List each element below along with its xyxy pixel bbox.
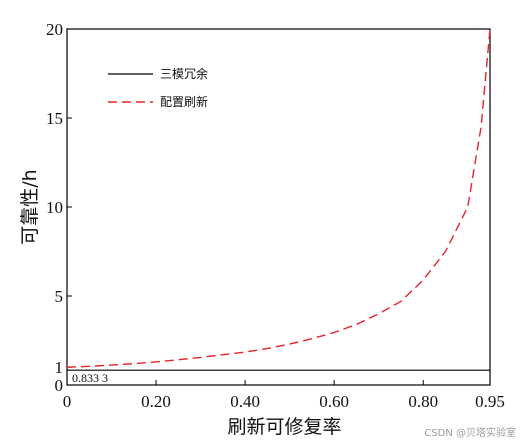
y-tick-label: 15 (46, 109, 63, 128)
watermark-text: CSDN @贝塔实验室 (424, 426, 516, 439)
x-axis-title: 刷新可修复率 (227, 416, 341, 438)
y-tick-label: 20 (46, 20, 63, 39)
plot-area: 0 0.20 0.40 0.60 0.80 0.95015101520刷新可修复率可靠性/… (19, 20, 505, 438)
y-tick-label: 0 (55, 376, 64, 395)
x-tick-label: 0 (63, 392, 72, 411)
y-tick-label: 1 (55, 358, 64, 377)
x-tick-label: 0.40 (230, 392, 260, 411)
y-axis-title: 可靠性/h (19, 169, 41, 244)
x-tick-label: 0.60 (319, 392, 349, 411)
x-tick-label: 0.95 (475, 392, 505, 411)
x-tick-label: 0.20 (141, 392, 171, 411)
series-line-config-refresh (66, 28, 491, 368)
x-tick-label: 0.80 (408, 392, 438, 411)
baseline-annotation: 0.833 3 (72, 371, 108, 385)
y-tick-label: 10 (46, 198, 63, 217)
y-tick-label: 5 (55, 287, 64, 306)
plot-frame (66, 28, 491, 386)
legend-label: 配置刷新 (160, 94, 208, 109)
legend-label: 三模冗余 (160, 66, 208, 81)
